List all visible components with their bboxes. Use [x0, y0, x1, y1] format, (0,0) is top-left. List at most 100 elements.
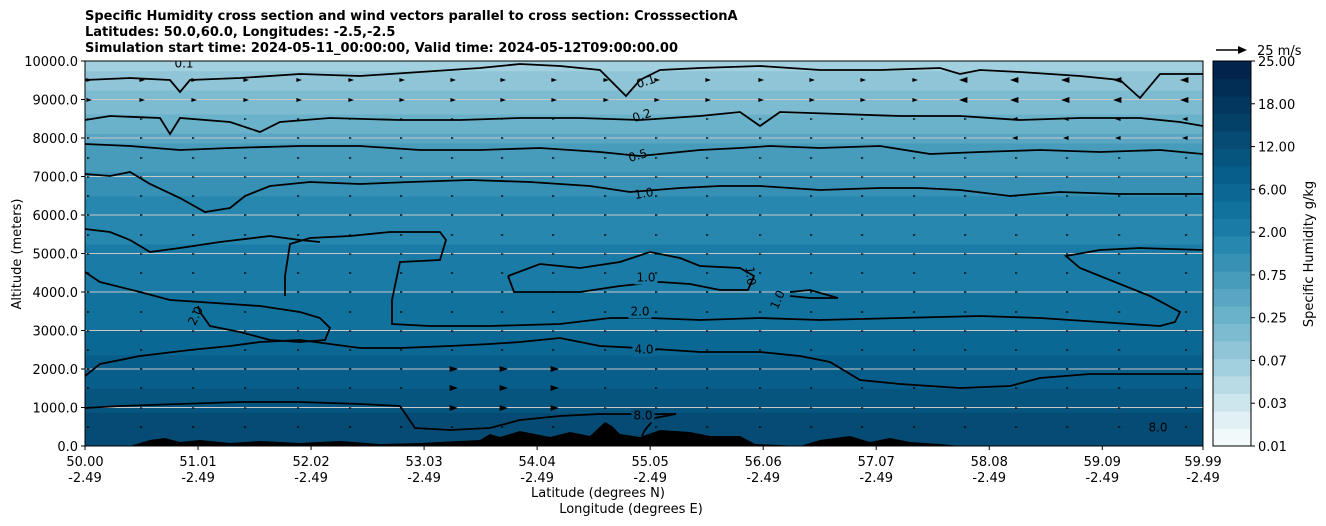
- wind-vector-arrow: [603, 78, 609, 82]
- chart-title-line-2: Latitudes: 50.0,60.0, Longitudes: -2.5,-…: [85, 25, 396, 40]
- contour-labels: 0.10.10.20.51.01.0 1.01.02.02.04.08.08.0: [172, 61, 1170, 435]
- wind-vector-arrow: [810, 176, 813, 178]
- humidity-band: [85, 263, 1203, 269]
- wind-vector-arrow: [913, 407, 916, 409]
- wind-vector-arrow: [349, 253, 352, 255]
- colorbar: 0.01 0.03 0.07 0.25 0.75 2.00 6.00 12.00 18.00 25…: [1212, 55, 1317, 455]
- wind-vector-arrow: [706, 253, 709, 255]
- wind-vector-arrow: [400, 157, 403, 159]
- wind-vector-arrow: [1066, 253, 1069, 255]
- wind-vector-arrow: [552, 426, 555, 428]
- wind-vector-arrow: [451, 311, 454, 313]
- x-axis-label-longitude: Longitude (degrees E): [559, 502, 703, 517]
- wind-vector-arrow: [192, 118, 195, 120]
- wind-vector-arrow: [759, 387, 762, 389]
- wind-vector-arrow: [861, 195, 864, 197]
- wind-vector-arrow: [296, 98, 302, 102]
- wind-vector-arrow: [400, 330, 403, 332]
- wind-vector-arrow: [192, 311, 195, 313]
- wind-vector-arrow: [1182, 136, 1188, 140]
- humidity-band: [85, 431, 1203, 437]
- wind-vector-arrow: [297, 291, 300, 293]
- wind-vector-arrow: [500, 98, 506, 102]
- wind-vector-arrow: [1066, 176, 1069, 178]
- contour-0-5: [85, 143, 1203, 157]
- wind-vector-arrow: [1015, 272, 1018, 274]
- wind-vector-arrow: [297, 118, 300, 120]
- wind-vector-arrow: [1113, 77, 1122, 83]
- wind-vector-arrow: [861, 176, 864, 178]
- wind-vector-arrow: [140, 157, 143, 159]
- wind-vector-arrow: [450, 98, 456, 102]
- wind-vector-arrow: [1015, 176, 1018, 178]
- wind-vector-arrow: [244, 349, 247, 351]
- wind-vector-arrow: [1066, 157, 1069, 159]
- wind-vector-arrow: [243, 78, 249, 82]
- wind-vector-arrow: [87, 407, 90, 409]
- wind-vector-arrow: [449, 366, 458, 372]
- wind-vector-arrow: [1185, 176, 1188, 178]
- wind-vector-arrow: [759, 426, 762, 428]
- wind-vector-arrow: [1185, 214, 1188, 216]
- humidity-band: [85, 320, 1203, 327]
- wind-vector-arrow: [964, 214, 967, 216]
- humidity-band: [85, 248, 1203, 255]
- humidity-band: [85, 128, 1203, 134]
- wind-vector-arrow: [655, 349, 658, 351]
- wind-vector-arrow: [913, 253, 916, 255]
- wind-vector-arrow: [552, 311, 555, 313]
- contour-1-0-island: [507, 251, 756, 293]
- wind-vector-arrow: [297, 349, 300, 351]
- wind-vector-arrow: [140, 234, 143, 236]
- wind-vector-arrow: [810, 118, 813, 120]
- humidity-band: [85, 80, 1203, 86]
- wind-vector-arrow: [706, 330, 709, 332]
- wind-vector-arrow: [348, 98, 354, 102]
- plot-area: 0.10.10.20.51.01.0 1.01.02.02.04.08.08.0: [85, 61, 1203, 446]
- colorbar-tick-label: 0.25: [1258, 312, 1287, 327]
- wind-vector-arrow: [349, 176, 352, 178]
- colorbar-label: Specific Humidity g/kg: [1302, 181, 1317, 327]
- humidity-band: [85, 85, 1203, 91]
- wind-vector-arrow: [1010, 97, 1019, 103]
- colorbar-tick-label: 25.00: [1258, 55, 1295, 70]
- contour-0-2: [85, 111, 1203, 136]
- wind-vector-arrow: [1015, 234, 1018, 236]
- contour-label: 0.1: [635, 72, 657, 91]
- humidity-band: [85, 65, 1203, 72]
- contour-label-background: [1146, 420, 1170, 435]
- wind-vector-arrow: [1118, 291, 1121, 293]
- wind-vector-arrow: [964, 349, 967, 351]
- wind-vector-arrow: [400, 253, 403, 255]
- colorbar-tick-label: 0.07: [1258, 354, 1287, 369]
- humidity-band: [85, 292, 1203, 298]
- x-tick-label-latitude: 52.02: [292, 455, 329, 470]
- contour-2-0-top: [85, 228, 321, 253]
- wind-vector-arrow: [861, 387, 864, 389]
- contour-label-background: [632, 342, 656, 357]
- wind-vector-arrow: [604, 272, 607, 274]
- wind-vector-arrow: [758, 78, 764, 82]
- wind-vector-arrow: [192, 291, 195, 293]
- wind-vector-arrow: [349, 368, 352, 370]
- wind-vector-arrow: [861, 407, 864, 409]
- wind-vector-arrow: [810, 330, 813, 332]
- wind-vector-arrow: [913, 426, 916, 428]
- wind-vector-arrow: [604, 330, 607, 332]
- wind-vector-arrow: [706, 272, 709, 274]
- wind-vector-arrow: [87, 426, 90, 428]
- x-tick-label-longitude: -2.49: [520, 471, 554, 486]
- wind-vector-arrow: [451, 253, 454, 255]
- wind-vector-arrow: [140, 311, 143, 313]
- wind-vector-arrow: [348, 78, 354, 82]
- wind-vector-arrow: [655, 118, 658, 120]
- x-tick-label-latitude: 59.09: [1084, 455, 1121, 470]
- chart-title-line-3: Simulation start time: 2024-05-11_00:00:…: [85, 41, 678, 56]
- wind-vector-arrow: [1066, 330, 1069, 332]
- colorbar-band: [1213, 341, 1251, 359]
- wind-vector-arrow: [1066, 214, 1069, 216]
- humidity-band: [85, 373, 1203, 380]
- wind-vector-arrow: [1066, 368, 1069, 370]
- wind-vector-arrow: [913, 137, 916, 139]
- y-tick-label: 3000.0: [33, 325, 79, 340]
